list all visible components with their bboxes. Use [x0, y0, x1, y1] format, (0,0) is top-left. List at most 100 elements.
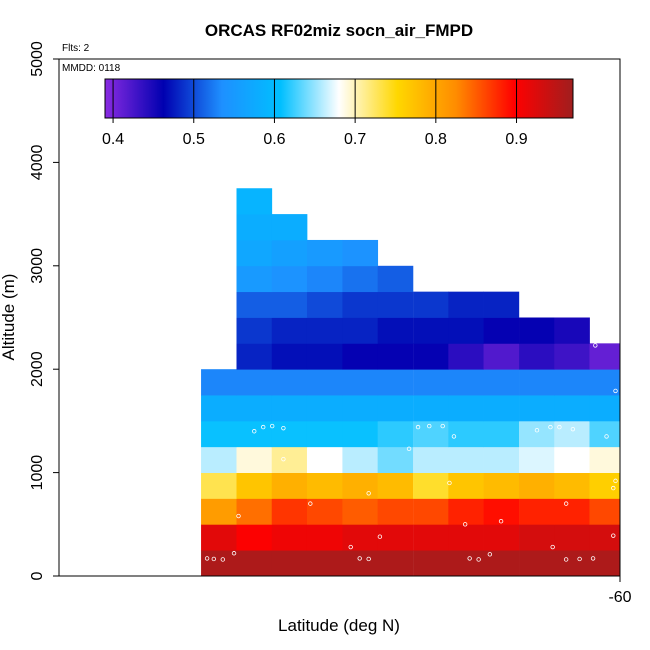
heatmap-cell [306, 395, 343, 422]
heatmap-cell [271, 214, 308, 241]
heatmap-cell [413, 472, 449, 499]
heatmap-cell [377, 265, 414, 293]
heatmap-cell [589, 524, 621, 551]
heatmap-cell [413, 498, 449, 525]
observation-point [613, 388, 618, 394]
heatmap-cell [377, 395, 414, 422]
heatmap-cell [448, 472, 484, 499]
heatmap-cell [483, 550, 520, 577]
heatmap-cell [554, 498, 590, 525]
observation-point [204, 556, 210, 561]
observation-point [590, 556, 596, 561]
observation-point [570, 426, 576, 432]
observation-point [252, 429, 257, 434]
observation-point [231, 551, 237, 556]
heatmap-cell [448, 291, 484, 318]
heatmap-cell [554, 317, 590, 344]
colorbar: 0.4 0.5 0.6 0.7 0.8 0.9 [102, 78, 574, 148]
heatmap-cell [201, 550, 237, 577]
heatmap-cell [306, 472, 343, 499]
heatmap-cell [201, 369, 237, 396]
observation-point [604, 434, 609, 439]
heatmap-cell [342, 291, 379, 318]
heatmap-cell [342, 550, 379, 577]
observation-point [534, 428, 540, 433]
heatmap-cell [342, 343, 379, 370]
heatmap-cell [483, 317, 520, 344]
heatmap-cell [554, 343, 590, 370]
heatmap-cell [306, 498, 343, 525]
observation-point [186, 389, 192, 395]
heatmap-cell [236, 446, 273, 473]
observation-point [613, 478, 618, 484]
heatmap-cell [306, 420, 343, 448]
observation-point [476, 557, 481, 562]
heatmap-cell [377, 369, 414, 396]
observation-point [406, 446, 412, 452]
heatmap-cell [448, 317, 484, 344]
observation-point [611, 485, 616, 491]
heatmap-cell [342, 239, 379, 267]
heatmap-cell [483, 446, 520, 473]
heatmap-cell [448, 420, 484, 448]
heatmap-cell [271, 472, 308, 499]
observation-point [563, 501, 569, 506]
heatmap-cell [413, 524, 449, 551]
colorbar-tick-label: 0.8 [425, 131, 447, 148]
heatmap-cell [448, 446, 484, 473]
heatmap-cell [271, 291, 308, 318]
heatmap-cell [271, 343, 308, 370]
heatmap-cell [554, 420, 590, 448]
heatmap-cell [306, 524, 343, 551]
heatmap-cell [483, 420, 520, 448]
heatmap-cell [377, 291, 414, 318]
colorbar-gradient [104, 78, 574, 119]
heatmap-cell [236, 524, 273, 551]
heatmap-cell [306, 343, 343, 370]
heatmap-cell [271, 265, 308, 293]
heatmap-cell [448, 369, 484, 396]
heatmap-cell [377, 472, 414, 499]
axes: 0 1000 2000 3000 4000 5000 -60 [29, 41, 632, 606]
heatmap-cell [306, 550, 343, 577]
observation-point [357, 556, 362, 561]
observation-point [366, 556, 371, 562]
heatmap-cell [519, 395, 555, 422]
heatmap-cell [413, 343, 449, 370]
heatmap-cell [342, 317, 379, 344]
observation-point [447, 480, 452, 486]
y-tick-label: 5000 [29, 41, 46, 77]
heatmap-cell [201, 498, 237, 525]
x-axis-label: Latitude (deg N) [278, 616, 400, 635]
heatmap-cell [554, 369, 590, 396]
heatmap-cell [236, 239, 273, 267]
heatmap-cell [519, 317, 555, 344]
heatmap-cell [306, 265, 343, 293]
observation-point [467, 556, 472, 561]
heatmap-cell [377, 446, 414, 473]
observation-point [550, 544, 555, 550]
heatmap-cell [271, 446, 308, 473]
heatmap-cell [342, 369, 379, 396]
heatmap-cell [554, 446, 590, 473]
heatmap-cell [589, 498, 621, 525]
heatmap-cell [589, 472, 621, 499]
observation-point [377, 534, 383, 539]
x-tick-label: -60 [608, 589, 631, 606]
observation-point [218, 210, 223, 216]
observation-point [220, 557, 226, 562]
y-tick-label: 1000 [29, 455, 46, 491]
heatmap-cell [236, 498, 273, 525]
heatmap-cell [201, 395, 237, 422]
colorbar-tick-label: 0.9 [505, 131, 527, 148]
observation-point [281, 456, 286, 462]
observation-point [487, 552, 493, 557]
observation-point [415, 424, 421, 430]
heatmap-cell [342, 498, 379, 525]
heatmap-cell [483, 524, 520, 551]
heatmap-cell [271, 395, 308, 422]
heatmap-cell [342, 395, 379, 422]
heatmap-cell [483, 291, 520, 318]
observation-point [200, 346, 205, 351]
heatmap-cell [271, 498, 308, 525]
